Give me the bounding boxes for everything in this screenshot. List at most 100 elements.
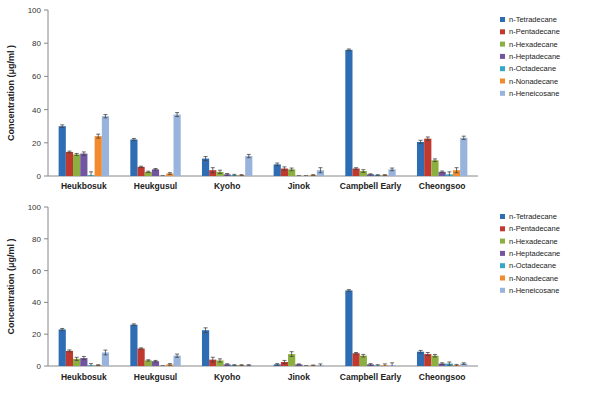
error-bar	[89, 364, 93, 366]
error-cap	[462, 362, 466, 363]
error-cap	[347, 291, 351, 292]
error-cap	[297, 364, 301, 365]
error-cap	[462, 364, 466, 365]
error-bar	[161, 366, 165, 367]
error-cap	[247, 364, 251, 365]
error-bar	[361, 170, 365, 173]
category-label: Campbell Early	[340, 372, 402, 382]
error-cap	[139, 347, 143, 348]
error-line	[427, 352, 428, 355]
error-cap	[282, 166, 286, 167]
y-tick	[44, 142, 48, 143]
legend-label: n-Octadecane	[509, 261, 556, 270]
error-bar	[211, 168, 215, 173]
bar	[202, 159, 209, 176]
legend-label: n-Pentadecane	[509, 224, 560, 233]
error-bar	[204, 157, 208, 161]
error-cap	[232, 174, 236, 175]
error-cap	[376, 366, 380, 367]
legend-swatch	[500, 276, 505, 281]
error-bar	[433, 159, 437, 162]
error-cap	[240, 365, 244, 366]
bar	[274, 364, 281, 366]
error-cap	[447, 365, 451, 366]
error-bar	[168, 173, 172, 175]
error-cap	[447, 362, 451, 363]
error-bar	[132, 324, 136, 326]
y-tick-label: 100	[28, 6, 42, 15]
error-cap	[347, 50, 351, 51]
error-cap	[311, 175, 315, 176]
error-cap	[67, 349, 71, 350]
y-tick-label: 100	[28, 203, 42, 212]
y-tick	[44, 176, 48, 177]
error-cap	[67, 152, 71, 153]
error-line	[98, 134, 99, 138]
error-cap	[168, 365, 172, 366]
error-cap	[390, 362, 394, 363]
error-bar	[175, 354, 179, 357]
bar	[353, 169, 360, 176]
bar	[224, 364, 231, 366]
bar	[174, 115, 181, 176]
legend-label: n-Tetradecane	[509, 212, 557, 221]
error-bar	[304, 176, 308, 177]
error-bar	[297, 176, 301, 177]
error-bar	[82, 356, 86, 359]
error-cap	[275, 163, 279, 164]
legend-label: n-Pentadecane	[509, 27, 560, 36]
error-cap	[304, 366, 308, 367]
error-bar	[361, 354, 365, 357]
error-cap	[369, 174, 373, 175]
error-cap	[211, 357, 215, 358]
error-cap	[354, 354, 358, 355]
y-tick	[44, 109, 48, 110]
error-cap	[168, 363, 172, 364]
error-cap	[290, 168, 294, 169]
legend: n-Tetradecanen-Pentadecanen-Hexadecanen-…	[500, 212, 560, 295]
error-cap	[96, 138, 100, 139]
error-bar	[146, 171, 150, 172]
error-cap	[154, 362, 158, 363]
error-cap	[383, 175, 387, 176]
error-cap	[383, 366, 387, 367]
error-cap	[419, 352, 423, 353]
category-label: Campbell Early	[340, 181, 402, 191]
error-bar	[96, 134, 100, 138]
error-cap	[168, 172, 172, 173]
legend-swatch	[500, 29, 505, 34]
error-cap	[175, 357, 179, 358]
bar	[374, 365, 381, 366]
bar	[317, 365, 324, 366]
y-tick-label: 80	[32, 235, 41, 244]
error-bar	[426, 137, 430, 140]
category-label: Heukgusul	[134, 181, 177, 191]
error-cap	[361, 354, 365, 355]
error-cap	[311, 366, 315, 367]
error-bar	[75, 153, 79, 155]
error-cap	[146, 171, 150, 172]
bar	[73, 154, 80, 176]
bar	[302, 176, 309, 177]
bar	[245, 365, 252, 366]
error-bar	[311, 174, 315, 176]
y-tick-label: 80	[32, 39, 41, 48]
error-cap	[462, 139, 466, 140]
error-bar	[383, 364, 387, 366]
error-cap	[225, 365, 229, 366]
legend-label: n-Octadecane	[509, 64, 556, 73]
error-bar	[232, 174, 236, 176]
error-cap	[455, 172, 459, 173]
error-cap	[146, 172, 150, 173]
error-cap	[146, 361, 150, 362]
error-cap	[369, 173, 373, 174]
bar	[367, 364, 374, 366]
error-bar	[447, 362, 451, 365]
bar	[381, 365, 388, 366]
error-cap	[304, 176, 308, 177]
error-bar	[426, 352, 430, 355]
error-cap	[161, 366, 165, 367]
error-cap	[67, 151, 71, 152]
error-cap	[211, 172, 215, 173]
error-cap	[132, 323, 136, 324]
